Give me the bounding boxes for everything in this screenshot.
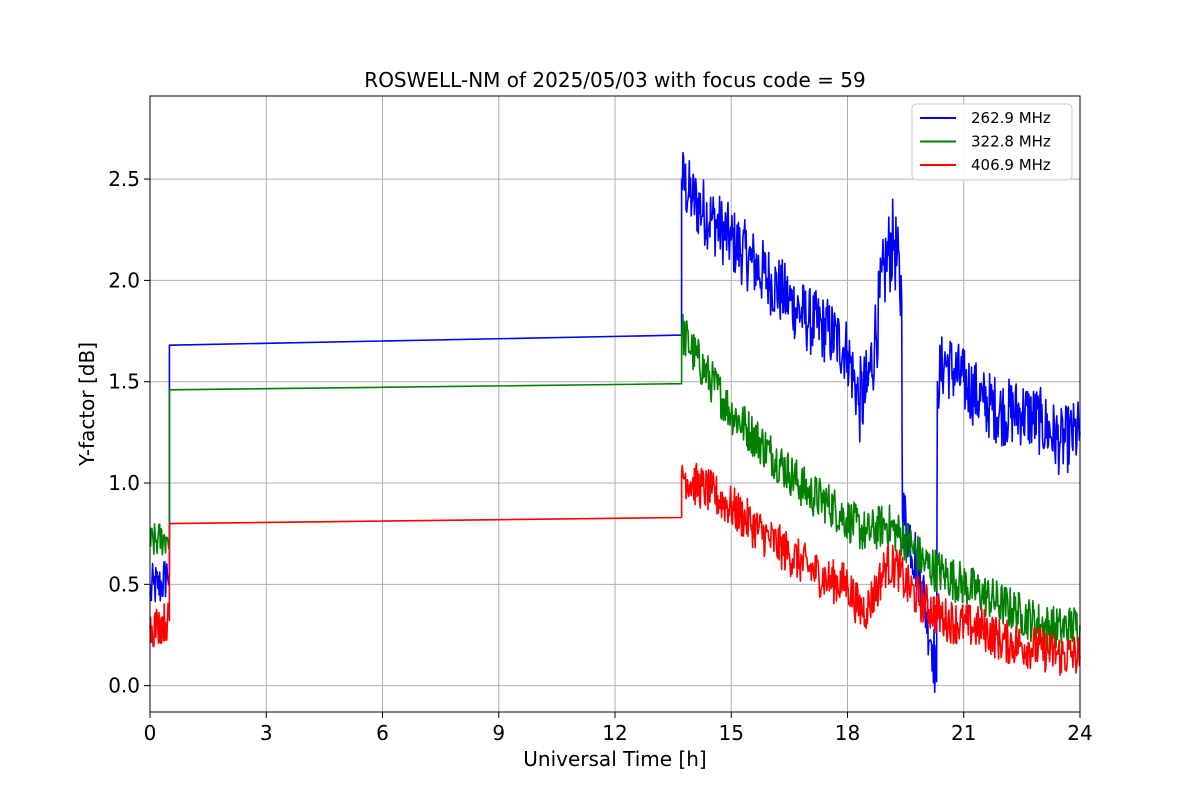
y-tick-label: 0.0 xyxy=(108,674,140,698)
x-axis-title: Universal Time [h] xyxy=(523,747,706,771)
x-tick-label: 12 xyxy=(602,721,627,745)
series-line-3 xyxy=(149,462,1081,676)
y-tick-label: 1.5 xyxy=(108,370,140,394)
legend: 262.9 MHz 322.8 MHz 406.9 MHz xyxy=(911,103,1073,181)
series-line-1 xyxy=(149,151,1081,693)
legend-box xyxy=(911,103,1073,181)
y-tick-label: 2.5 xyxy=(108,167,140,191)
x-tick-label: 15 xyxy=(719,721,744,745)
y-tick-label: 2.0 xyxy=(108,268,140,292)
x-tick-label: 3 xyxy=(260,721,273,745)
x-axis: 0 3 6 9 12 15 18 21 24 xyxy=(144,712,1093,745)
x-tick-label: 21 xyxy=(951,721,976,745)
y-axis: 0.0 0.5 1.0 1.5 2.0 2.5 xyxy=(108,167,150,698)
x-tick-label: 0 xyxy=(144,721,157,745)
x-tick-label: 6 xyxy=(376,721,389,745)
legend-label: 406.9 MHz xyxy=(971,156,1051,174)
x-tick-label: 18 xyxy=(835,721,860,745)
x-tick-label: 9 xyxy=(492,721,505,745)
chart-title: ROSWELL-NM of 2025/05/03 with focus code… xyxy=(364,68,865,92)
legend-label: 322.8 MHz xyxy=(971,133,1051,151)
y-tick-label: 1.0 xyxy=(108,471,140,495)
series-layer xyxy=(149,151,1081,693)
y-tick-label: 0.5 xyxy=(108,572,140,596)
y-axis-title: Y-factor [dB] xyxy=(75,342,99,467)
x-tick-label: 24 xyxy=(1067,721,1092,745)
legend-label: 262.9 MHz xyxy=(971,109,1051,127)
series-line-2 xyxy=(149,313,1081,650)
